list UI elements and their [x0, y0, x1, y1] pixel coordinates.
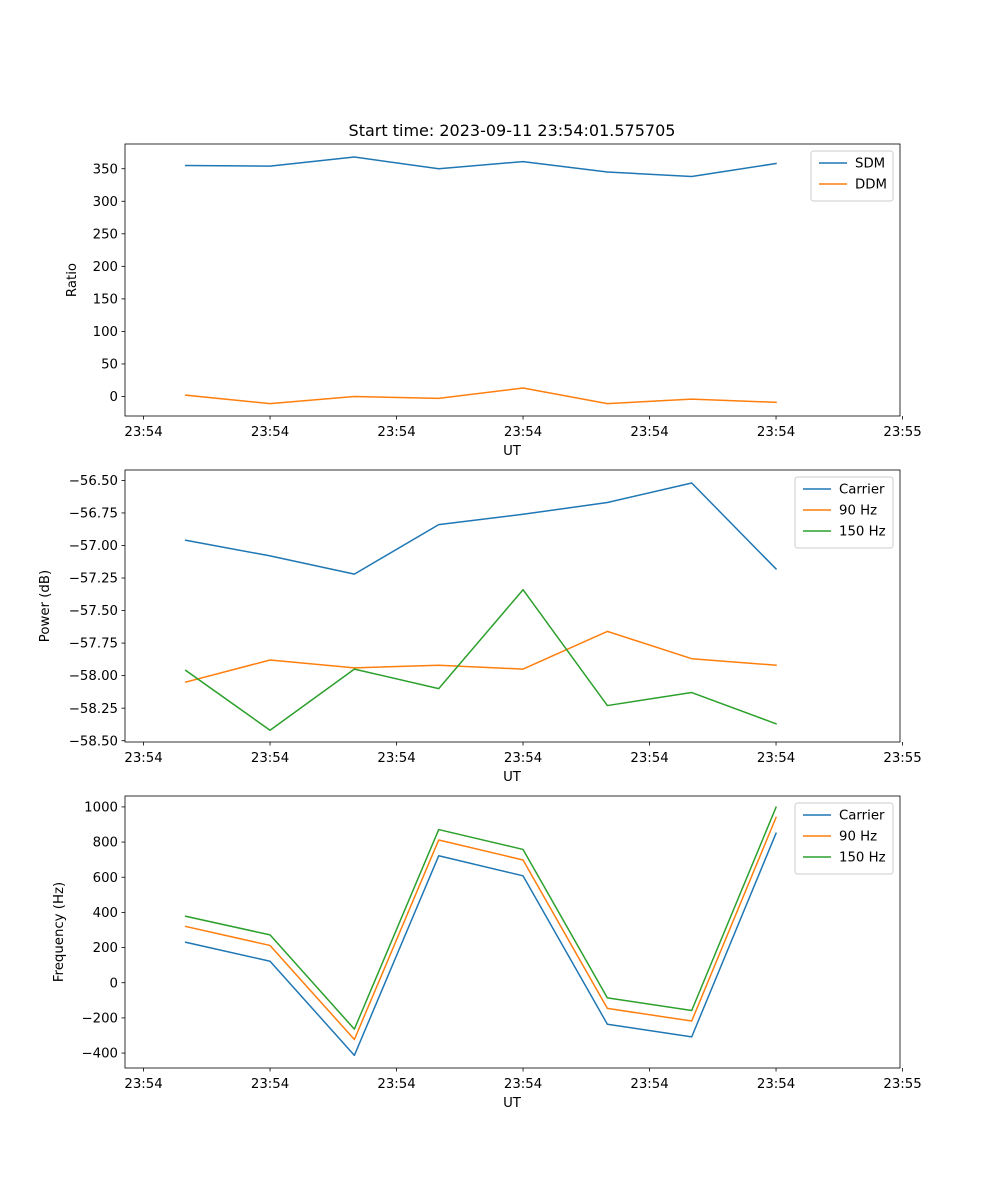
x-tick-label: 23:55 [883, 751, 921, 766]
series-line-90-hz [184, 816, 778, 1041]
plot-frame [124, 469, 901, 743]
y-tick-label: −57.75 [69, 637, 118, 652]
y-tick-label: 0 [110, 976, 118, 991]
x-tick-label: 23:55 [883, 1077, 921, 1092]
legend-entry: Carrier [839, 483, 885, 498]
y-tick-label: −57.25 [69, 572, 118, 587]
y-tick-label: −57.50 [69, 604, 118, 619]
subplot-3: −400 −200 0 200 400 600 800 1000 23:54 23:54 23:54… [52, 795, 922, 1111]
x-axis-label: UT [503, 770, 522, 785]
legend: SDM DDM [810, 150, 894, 202]
x-tick-label: 23:54 [124, 425, 162, 440]
x-tick-label: 23:54 [504, 425, 542, 440]
y-tick-label: 50 [101, 358, 118, 373]
series-line-sdm [184, 156, 777, 178]
y-tick-label: −56.50 [69, 474, 118, 489]
x-tick-label: 23:54 [504, 1077, 542, 1092]
y-tick-label: 350 [93, 162, 118, 177]
y-axis-label: Frequency (Hz) [52, 882, 67, 982]
legend-entry: 150 Hz [839, 525, 886, 540]
x-tick-label: 23:55 [883, 425, 921, 440]
x-tick-label: 23:54 [124, 751, 162, 766]
y-tick-label: −400 [81, 1047, 118, 1062]
legend-entry: 150 Hz [839, 851, 886, 866]
series-line-ddm [184, 387, 777, 405]
y-tick-label: −56.75 [69, 507, 118, 522]
subplots: 0 50 100 150 200 250 300 350 23:54 23:54 23:54 23:5… [38, 143, 922, 1111]
y-tick-label: 400 [93, 906, 118, 921]
x-tick-label: 23:54 [757, 425, 795, 440]
y-tick-label: −57.00 [69, 539, 118, 554]
y-tick-label: 100 [93, 325, 118, 340]
x-axis-label: UT [503, 1096, 522, 1111]
series-line-carrier [184, 482, 778, 575]
x-tick-label: 23:54 [757, 751, 795, 766]
plot-frame [124, 795, 901, 1069]
y-tick-label: 0 [110, 390, 118, 405]
x-tick-label: 23:54 [251, 1077, 289, 1092]
y-tick-label: 200 [93, 260, 118, 275]
y-tick-label: 250 [93, 227, 118, 242]
legend-entry: DDM [855, 178, 887, 193]
y-tick-label: 600 [93, 871, 118, 886]
x-tick-label: 23:54 [251, 751, 289, 766]
series-line-carrier [184, 832, 778, 1057]
series-line-150-hz [184, 806, 778, 1030]
y-tick-label: 150 [93, 292, 118, 307]
subplot-2: −58.50 −58.25 −58.00 −57.75 −57.50 −57.25 −57.… [38, 469, 922, 785]
y-tick-label: 200 [93, 941, 118, 956]
x-axis-label: UT [503, 444, 522, 459]
x-tick-label: 23:54 [251, 425, 289, 440]
y-tick-label: −58.25 [69, 702, 118, 717]
legend-entry: SDM [855, 157, 885, 172]
y-tick-label: 800 [93, 836, 118, 851]
x-tick-label: 23:54 [504, 751, 542, 766]
x-tick-label: 23:54 [377, 751, 415, 766]
x-tick-label: 23:54 [630, 751, 668, 766]
x-tick-label: 23:54 [377, 1077, 415, 1092]
y-tick-label: −58.50 [69, 734, 118, 749]
x-tick-label: 23:54 [630, 1077, 668, 1092]
x-tick-label: 23:54 [124, 1077, 162, 1092]
x-tick-label: 23:54 [630, 425, 668, 440]
y-tick-label: 300 [93, 195, 118, 210]
legend: Carrier 90 Hz 150 Hz [794, 476, 894, 549]
y-tick-label: 1000 [84, 801, 118, 816]
y-axis-label: Ratio [65, 263, 80, 297]
x-tick-label: 23:54 [757, 1077, 795, 1092]
legend-entry: 90 Hz [839, 830, 877, 845]
legend-entry: 90 Hz [839, 504, 877, 519]
x-tick-label: 23:54 [377, 425, 415, 440]
y-axis-label: Power (dB) [38, 570, 53, 642]
y-tick-label: −58.00 [69, 669, 118, 684]
plot-frame [124, 143, 901, 417]
subplot-1: 0 50 100 150 200 250 300 350 23:54 23:54 23:54 23:5… [65, 143, 922, 459]
legend-entry: Carrier [839, 809, 885, 824]
series-line-90-hz [184, 630, 777, 684]
y-tick-label: −200 [81, 1011, 118, 1026]
legend: Carrier 90 Hz 150 Hz [794, 802, 894, 875]
series-line-150-hz [184, 588, 777, 732]
figure-title: Start time: 2023-09-11 23:54:01.575705 [349, 121, 676, 140]
